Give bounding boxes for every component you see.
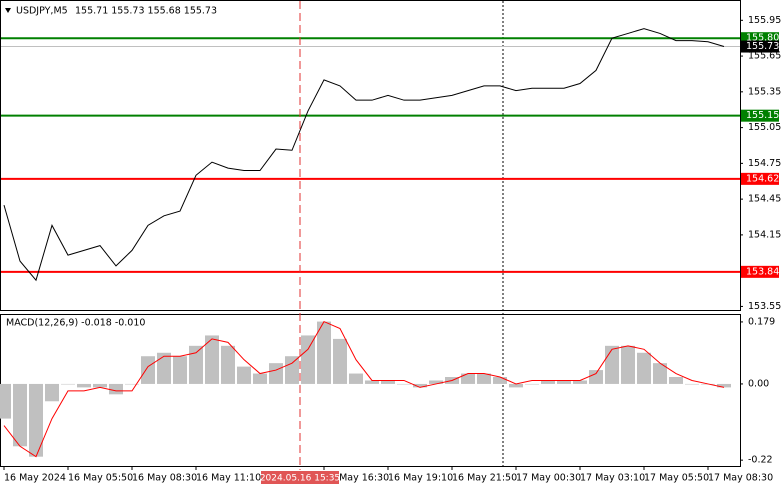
macd-bar: [397, 383, 411, 385]
current-price-box: [741, 40, 779, 53]
x-tick-label: 17 May 03:10: [580, 473, 645, 484]
macd-bar: [125, 383, 139, 385]
x-tick-label: 17 May 05:50: [644, 473, 709, 484]
macd-bar: [429, 380, 443, 384]
macd-bar: [333, 338, 347, 384]
level-label: 154.62: [746, 173, 779, 184]
y-tick-label: 155.05: [748, 122, 781, 133]
macd-bar: [29, 383, 43, 457]
macd-bar: [141, 356, 155, 384]
macd-bar: [61, 383, 75, 385]
macd-bar: [653, 363, 667, 384]
macd-bar: [493, 377, 507, 384]
level-label: 155.80: [746, 33, 779, 44]
macd-bar: [317, 321, 331, 384]
macd-title: MACD(12,26,9) -0.018 -0.010: [6, 318, 145, 329]
level-label-box: [741, 109, 779, 122]
price-panel-frame: [0, 0, 741, 311]
macd-bar: [525, 383, 539, 385]
macd-bar: [77, 383, 91, 388]
macd-bar: [301, 335, 315, 384]
x-tick-label: 17 May 08:30: [708, 473, 773, 484]
x-tick-label: 16 May 21:50: [452, 473, 517, 484]
macd-bar: [157, 352, 171, 384]
y-tick-label: -0.22: [748, 455, 773, 466]
macd-bar: [477, 373, 491, 384]
symbol-menu-icon[interactable]: [5, 8, 11, 13]
y-tick-label: 0.00: [748, 378, 769, 389]
y-tick-label: 155.65: [748, 51, 781, 62]
macd-bar: [717, 383, 731, 388]
macd-bar: [605, 345, 619, 384]
macd-bar: [13, 383, 27, 447]
macd-bar: [0, 383, 11, 419]
macd-bar: [205, 335, 219, 384]
macd-bar: [621, 345, 635, 384]
x-tick-label: 16 May 05:50: [68, 473, 133, 484]
macd-bar: [365, 380, 379, 384]
macd-bar: [269, 363, 283, 384]
x-tick-label: 16 May 2024: [4, 473, 66, 484]
x-tick-label: 16 May 08:30: [132, 473, 197, 484]
macd-bar: [221, 345, 235, 384]
macd-bar: [541, 380, 555, 384]
level-label-box: [741, 265, 779, 278]
level-label: 153.84: [746, 266, 779, 277]
y-tick-label: 155.95: [748, 15, 781, 26]
signal-line: [3, 320, 725, 458]
x-tick-label: 16 May 19:10: [388, 473, 453, 484]
cursor-label-box: [261, 471, 339, 484]
macd-bar: [413, 383, 427, 388]
y-tick-label: 154.15: [748, 229, 781, 240]
y-tick-label: 0.179: [748, 316, 775, 327]
macd-bar: [573, 380, 587, 384]
macd-bar: [557, 380, 571, 384]
macd-bar: [253, 373, 267, 384]
macd-bar: [669, 377, 683, 384]
price-line: [3, 28, 725, 282]
macd-bar: [461, 373, 475, 384]
level-label: 155.15: [746, 110, 779, 121]
x-tick-label: 16 May 16:30: [324, 473, 389, 484]
macd-bar: [685, 383, 699, 385]
macd-bar: [93, 383, 107, 388]
x-tick-label: 17 May 00:30: [516, 473, 581, 484]
y-tick-label: 155.35: [748, 86, 781, 97]
y-tick-label: 154.75: [748, 158, 781, 169]
macd-bar: [189, 345, 203, 384]
macd-bar: [237, 366, 251, 384]
y-tick-label: 153.55: [748, 301, 781, 312]
macd-bar: [173, 356, 187, 384]
macd-bar: [109, 383, 123, 395]
macd-bar: [349, 373, 363, 384]
y-tick-label: 154.45: [748, 194, 781, 205]
macd-bar: [381, 380, 395, 384]
x-tick-label: 16 May 11:10: [196, 473, 261, 484]
macd-bar: [589, 370, 603, 384]
price-title: USDJPY,M5: [16, 6, 68, 17]
price-ohlc: 155.71 155.73 155.68 155.73: [75, 6, 217, 17]
macd-bar: [45, 383, 59, 402]
cursor-label: 2024.05.16 15:35: [260, 474, 340, 484]
macd-bar: [509, 383, 523, 388]
level-label-box: [741, 172, 779, 185]
macd-bar: [285, 356, 299, 384]
current-price-label: 155.73: [746, 41, 779, 52]
macd-bar: [637, 352, 651, 384]
